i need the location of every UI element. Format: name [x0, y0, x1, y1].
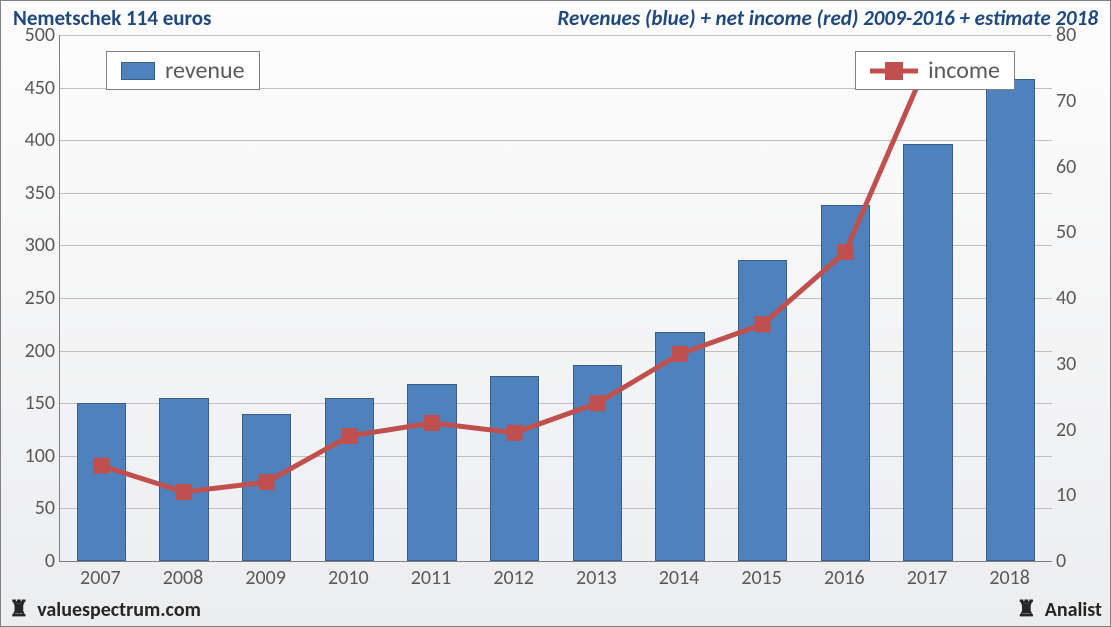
x-axis-labels: 2007 2008 2009 2010 2011 2012 2013 2014 2015 2016…: [59, 566, 1052, 590]
y-left-tick: 300: [11, 235, 55, 255]
y-left-tick: 250: [11, 288, 55, 308]
header-right: Revenues (blue) + net income (red) 2009-…: [558, 5, 1098, 31]
y-left-tick: 450: [11, 78, 55, 98]
legend-revenue-label: revenue: [165, 56, 245, 85]
y-right-tick: 30: [1056, 354, 1100, 374]
rook-icon: ♜: [1016, 595, 1036, 622]
y-axis-right-labels: 01020304050607080: [1056, 35, 1100, 562]
x-tick: 2015: [741, 566, 782, 590]
y-right-tick: 60: [1056, 157, 1100, 177]
y-left-tick: 150: [11, 393, 55, 413]
chart-frame: Nemetschek 114 euros Revenues (blue) + n…: [0, 0, 1111, 627]
y-left-tick: 500: [11, 25, 55, 45]
y-left-tick: 50: [11, 498, 55, 518]
y-right-tick: 10: [1056, 485, 1100, 505]
y-right-tick: 0: [1056, 551, 1100, 571]
y-left-tick: 0: [11, 551, 55, 571]
x-tick: 2009: [245, 566, 286, 590]
x-tick: 2007: [80, 566, 121, 590]
legend-income: income: [855, 51, 1015, 90]
x-tick: 2013: [576, 566, 617, 590]
footer-right-text: Analist: [1045, 598, 1102, 622]
legend-income-label: income: [928, 56, 1000, 85]
x-tick: 2018: [989, 566, 1030, 590]
chart-header: Nemetschek 114 euros Revenues (blue) + n…: [1, 1, 1110, 31]
income-line: [60, 35, 1052, 561]
plot-area: [59, 35, 1052, 562]
x-tick: 2012: [493, 566, 534, 590]
y-right-tick: 70: [1056, 91, 1100, 111]
footer-right: ♜ Analist: [1016, 595, 1102, 622]
x-tick: 2010: [328, 566, 369, 590]
y-right-tick: 40: [1056, 288, 1100, 308]
y-right-tick: 50: [1056, 222, 1100, 242]
footer-left: ♜ valuespectrum.com: [9, 595, 201, 622]
y-axis-left-labels: 050100150200250300350400450500: [11, 35, 55, 562]
chart-footer: ♜ valuespectrum.com ♜ Analist: [1, 593, 1110, 626]
legend-income-swatch: [870, 60, 918, 82]
x-tick: 2011: [411, 566, 452, 590]
x-tick: 2008: [163, 566, 204, 590]
x-tick: 2016: [824, 566, 865, 590]
y-left-tick: 400: [11, 130, 55, 150]
y-right-tick: 20: [1056, 420, 1100, 440]
legend-revenue: revenue: [106, 51, 260, 90]
y-left-tick: 350: [11, 183, 55, 203]
y-left-tick: 200: [11, 341, 55, 361]
x-tick: 2014: [659, 566, 700, 590]
y-right-tick: 80: [1056, 25, 1100, 45]
x-tick: 2017: [907, 566, 948, 590]
footer-left-text: valuespectrum.com: [37, 598, 201, 622]
y-left-tick: 100: [11, 446, 55, 466]
rook-icon: ♜: [9, 595, 29, 622]
legend-revenue-swatch: [121, 62, 155, 80]
